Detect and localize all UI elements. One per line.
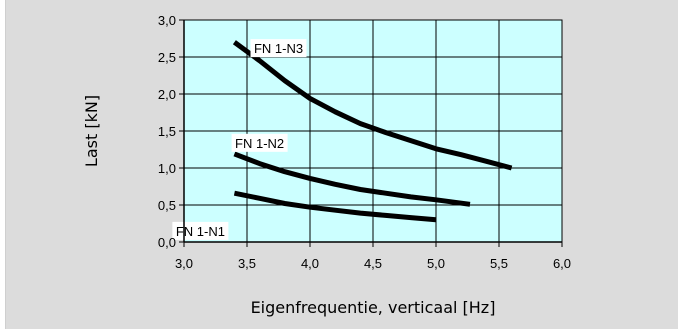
series-lines — [232, 40, 513, 223]
y-tick-label: 0,5 — [158, 198, 176, 213]
series-line-1 — [233, 190, 437, 223]
x-tick-label: 3,0 — [175, 256, 193, 271]
y-tick-label: 2,0 — [158, 87, 176, 102]
series-line-3 — [232, 40, 513, 171]
y-tick-label: 3,0 — [158, 13, 176, 28]
x-tick-label: 4,5 — [364, 256, 382, 271]
y-tick-label: 2,5 — [158, 50, 176, 65]
y-tick-label: 1,0 — [158, 161, 176, 176]
series-label-2: FN 1-N2 — [235, 136, 284, 151]
series-labels: FN 1-N1 FN 1-N2 FN 1-N3 — [172, 39, 307, 240]
y-axis-title: Last [kN] — [82, 95, 101, 167]
series-label-box-2 — [231, 133, 288, 152]
y-tick-label: 0,0 — [158, 235, 176, 250]
x-axis-title: Eigenfrequentie, verticaal [Hz] — [251, 298, 496, 317]
y-tick-label: 1,5 — [158, 124, 176, 139]
y-axis-ticks: 0,0 0,5 1,0 1,5 2,0 2,5 3,0 — [158, 13, 184, 250]
x-tick-label: 4,0 — [301, 256, 319, 271]
gridlines — [184, 20, 562, 242]
x-tick-label: 5,5 — [490, 256, 508, 271]
x-axis-ticks: 3,0 3,5 4,0 4,5 5,0 5,5 6,0 — [175, 242, 571, 271]
series-label-1: FN 1-N1 — [176, 224, 225, 239]
left-border — [0, 0, 6, 329]
series-label-3: FN 1-N3 — [254, 41, 303, 56]
series-label-box-1 — [172, 221, 229, 240]
series-line-2 — [233, 151, 471, 207]
x-tick-label: 5,0 — [427, 256, 445, 271]
series-label-box-3 — [250, 39, 307, 58]
x-tick-label: 6,0 — [553, 256, 571, 271]
x-tick-label: 3,5 — [238, 256, 256, 271]
